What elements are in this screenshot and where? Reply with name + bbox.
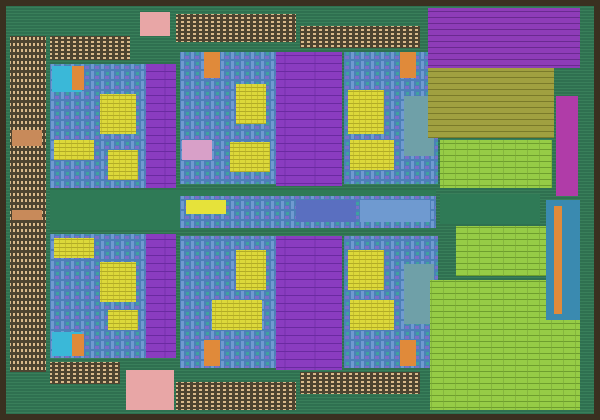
core-top-middle [180,52,342,186]
core-top-left [50,64,176,188]
northbridge-strip [50,190,436,230]
core-top-right [344,52,438,184]
io-pad-row-top [50,36,130,60]
l3-cache-right [428,8,580,410]
io-pad-row-top-2 [176,14,296,42]
core-bottom-right [344,236,438,368]
io-pad-column-left [10,36,46,372]
core-bottom-middle [180,236,342,370]
io-pad-row-bottom [50,362,120,384]
core-bottom-left [50,234,176,358]
